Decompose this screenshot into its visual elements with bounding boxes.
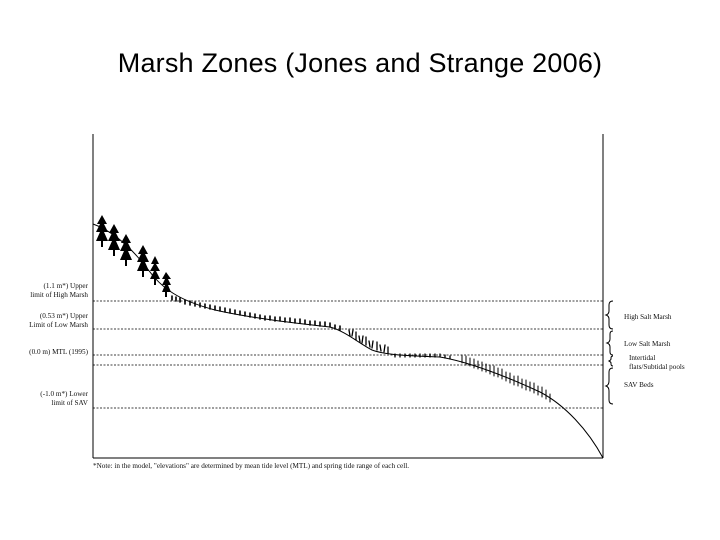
right-labels: High Salt Marsh Low Salt Marsh Intertida… [624,313,685,389]
sav-vegetation [461,354,551,403]
label-low-marsh-limit-line1: (0.53 m*) Upper [40,312,89,320]
label-low-marsh-limit-line2: Limit of Low Marsh [29,321,88,329]
label-sav-limit-line2: limit of SAV [51,399,88,407]
tree [150,256,160,285]
label-intertidal-line2: flats/Subtidal pools [629,363,685,371]
high-marsh-vegetation [171,295,341,331]
slide-title: Marsh Zones (Jones and Strange 2006) [117,48,603,78]
label-low-salt-marsh: Low Salt Marsh [624,340,671,348]
terrain-profile [92,223,604,459]
zone-braces [604,300,614,405]
label-high-marsh-limit-line2: limit of High Marsh [30,291,88,299]
tree [162,272,171,297]
model-note: *Note: in the model, "elevations" are de… [93,462,409,470]
brace-low-salt-marsh [605,330,614,356]
low-marsh-vegetation [348,329,451,360]
elevation-lines [93,300,603,409]
upland-trees [96,215,171,297]
brace-intertidal [607,355,614,367]
tree [120,234,132,266]
left-labels: (1.1 m*) Upper limit of High Marsh (0.53… [29,282,89,407]
brace-sav-beds [604,367,614,405]
tree [108,224,120,256]
label-high-marsh-limit-line1: (1.1 m*) Upper [43,282,88,290]
tree [137,245,149,277]
brace-high-salt-marsh [604,300,614,330]
label-sav-beds: SAV Beds [624,381,654,389]
label-high-salt-marsh: High Salt Marsh [624,313,672,321]
label-sav-limit-line1: (-1.0 m*) Lower [40,390,88,398]
label-intertidal-line1: Intertidal [629,354,655,362]
label-mtl: (0.0 m) MTL (1995) [29,348,88,356]
tree [96,215,108,247]
